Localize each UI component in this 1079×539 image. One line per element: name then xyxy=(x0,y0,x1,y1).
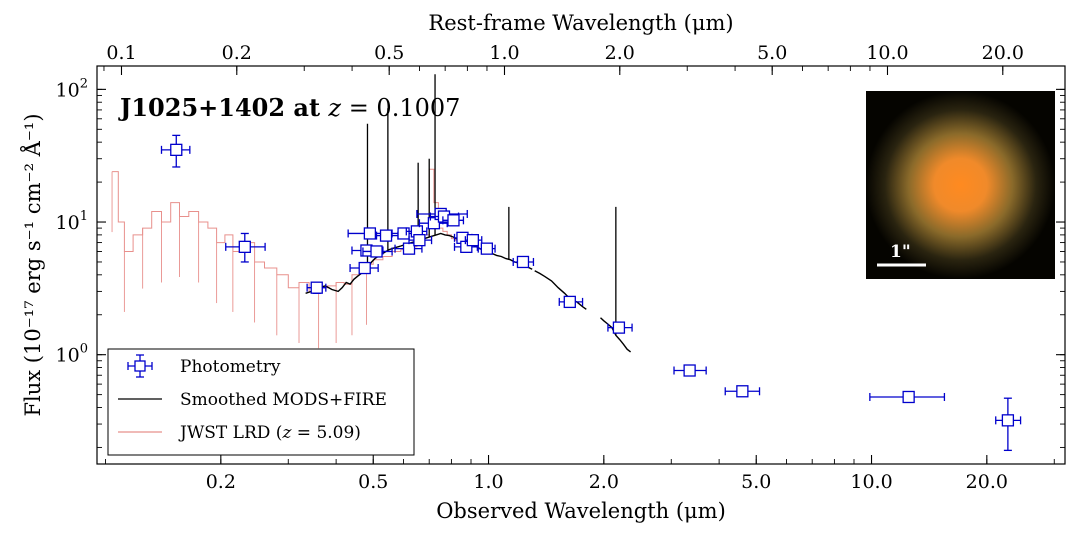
x2-tick-label-7: 20.0 xyxy=(982,42,1024,64)
legend-label-jwst-lrd: JWST LRD (z = 5.09) xyxy=(178,423,361,443)
photometry-marker xyxy=(563,295,576,309)
galaxy-inset: 1" xyxy=(866,91,1055,279)
series-jwst-lrd xyxy=(111,168,472,349)
chart-title-zvar: z xyxy=(327,94,341,122)
x-tick-label-1: 0.5 xyxy=(358,471,388,493)
y-axis-title: Flux (10⁻¹⁷ erg s⁻¹ cm⁻² Å⁻¹) xyxy=(20,113,45,416)
photometry-point-0 xyxy=(160,134,191,168)
x-axis-title: Observed Wavelength (μm) xyxy=(436,499,726,523)
legend: Photometry Smoothed MODS+FIRE JWST LRD (… xyxy=(107,348,415,456)
photometry-marker xyxy=(612,321,626,334)
photometry-point-21 xyxy=(558,295,584,309)
photometry-marker xyxy=(413,234,426,247)
photometry-marker xyxy=(460,240,473,253)
photometry-marker xyxy=(427,217,441,230)
x2-tick-label-2: 0.5 xyxy=(374,42,404,64)
photometry-marker xyxy=(358,261,371,275)
legend-marker-photometry xyxy=(127,354,153,378)
y-tick-label-2: 102 xyxy=(56,76,88,101)
y-tick-label-0: 100 xyxy=(56,342,88,367)
x-tick-label-0: 0.2 xyxy=(206,471,236,493)
x2-tick-label-5: 5.0 xyxy=(757,42,787,64)
x2-axis-title: Rest-frame Wavelength (μm) xyxy=(428,11,733,35)
legend-label-mods-fire: Smoothed MODS+FIRE xyxy=(180,390,387,410)
lrd-spectrum-line xyxy=(112,168,472,292)
photometry-marker xyxy=(1001,414,1015,427)
photometry-marker xyxy=(516,255,530,269)
photometry-point-22 xyxy=(607,321,633,334)
x-tick-label-4: 5.0 xyxy=(741,471,771,493)
y-axis-ticks: 100 101 102 xyxy=(56,76,1065,367)
x-tick-label-5: 10.0 xyxy=(850,471,892,493)
photometry-marker xyxy=(736,385,749,398)
photometry-marker xyxy=(370,245,383,258)
chart-title: J1025+1402 at z = 0.1007 xyxy=(118,93,460,122)
series-photometry xyxy=(160,134,1022,452)
x2-tick-label-0: 0.1 xyxy=(106,42,136,64)
photometry-point-15 xyxy=(442,214,465,227)
photometry-marker xyxy=(902,390,915,404)
photometry-point-18 xyxy=(464,234,483,247)
x-axis-ticks: 0.2 0.5 1.0 2.0 5.0 10.0 20.0 xyxy=(206,455,1008,493)
x2-tick-label-4: 2.0 xyxy=(605,42,635,64)
chart-title-zval: = 0.1007 xyxy=(341,94,460,122)
photometry-point-12 xyxy=(418,217,448,230)
photometry-marker xyxy=(397,227,410,240)
photometry-point-6 xyxy=(362,245,393,258)
x2-tick-label-3: 1.0 xyxy=(489,42,519,64)
mods-fire-segment-0 xyxy=(534,270,587,310)
photometry-marker xyxy=(310,281,323,294)
photometry-marker xyxy=(447,214,460,227)
x-tick-label-2: 1.0 xyxy=(473,471,503,493)
photometry-marker xyxy=(402,242,416,255)
photometry-marker xyxy=(170,143,183,156)
photometry-point-11 xyxy=(408,234,433,247)
x-tick-label-3: 2.0 xyxy=(589,471,619,493)
x2-tick-label-6: 10.0 xyxy=(866,42,908,64)
photometry-point-25 xyxy=(869,390,946,404)
photometry-marker xyxy=(238,240,251,253)
chart-title-name: J1025+1402 at xyxy=(118,93,328,122)
legend-label-photometry: Photometry xyxy=(180,357,281,377)
photometry-point-20 xyxy=(512,255,535,269)
top-axis-ticks: 0.1 0.2 0.5 1.0 2.0 5.0 10.0 20.0 xyxy=(106,42,1024,75)
photometry-marker xyxy=(363,227,377,240)
photometry-marker xyxy=(379,229,393,242)
x2-tick-label-1: 0.2 xyxy=(222,42,252,64)
photometry-point-2 xyxy=(306,281,327,294)
photometry-point-7 xyxy=(375,229,399,242)
photometry-point-4 xyxy=(349,261,379,275)
photometry-point-26 xyxy=(995,397,1022,452)
photometry-marker xyxy=(480,242,494,255)
scale-bar-label: 1" xyxy=(890,242,911,262)
photometry-point-19 xyxy=(477,242,496,255)
photometry-point-10 xyxy=(405,225,428,238)
photometry-point-1 xyxy=(225,232,266,263)
photometry-point-23 xyxy=(673,364,707,377)
photometry-point-24 xyxy=(724,385,761,398)
y-tick-label-1: 101 xyxy=(56,209,88,234)
plot-frame xyxy=(96,65,1066,465)
photometry-marker xyxy=(683,364,696,377)
photometry-marker xyxy=(466,234,479,247)
x-tick-label-6: 20.0 xyxy=(966,471,1008,493)
